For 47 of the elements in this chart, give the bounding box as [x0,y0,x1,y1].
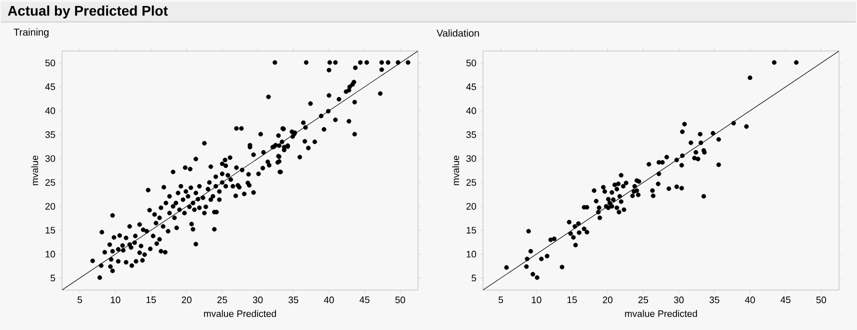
y-tick-label: 35 [45,131,56,138]
x-tick-label: 5 [78,296,82,304]
x-tick-label: 45 [360,296,370,304]
y-tick-label: 35 [466,131,476,138]
y-tick-label: 25 [466,179,476,186]
x-tick-label: 10 [532,296,542,304]
y-tick-label: 20 [45,203,56,210]
y-axis-title: mvalue [452,156,460,186]
x-tick-label: 35 [710,296,720,304]
x-tick-label: 25 [217,296,228,304]
x-tick-label: 50 [395,296,406,304]
y-tick-label: 25 [45,179,56,186]
y-tick-label: 10 [46,250,56,258]
y-axis-title: mvalue [31,156,38,186]
y-tick-label: 10 [466,250,476,258]
x-axis-title: mvalue Predicted [625,310,697,318]
x-tick-label: 15 [567,296,577,304]
x-axis-title: mvalue Predicted [204,310,276,318]
y-tick-label: 5 [472,274,476,282]
y-tick-label: 50 [466,60,476,66]
y-tick-label: 5 [50,274,56,282]
x-tick-label: 15 [146,296,156,304]
y-tick-label: 15 [466,226,476,234]
x-tick-label: 20 [182,296,192,304]
chart-subtitle: Training [14,28,49,38]
y-tick-label: 20 [466,203,476,210]
x-tick-label: 30 [674,296,684,304]
x-tick-label: 5 [498,296,504,304]
chart-title: Actual by Predicted Plot [8,5,168,18]
x-tick-label: 10 [110,296,120,304]
y-tick-label: 45 [45,84,56,90]
x-tick-label: 40 [744,296,755,304]
y-tick-label: 40 [466,107,476,114]
y-tick-label: 50 [45,60,56,66]
y-tick-label: 45 [466,84,476,90]
x-tick-label: 30 [252,296,263,304]
x-tick-label: 20 [602,296,612,304]
x-tick-label: 25 [638,296,648,304]
y-tick-label: 40 [45,107,56,114]
chart-title: Validation [436,29,479,37]
y-tick-label: 30 [466,155,476,162]
x-tick-label: 40 [324,296,334,304]
y-tick-label: 30 [45,155,56,162]
x-tick-label: 45 [780,296,790,304]
x-tick-label: 35 [288,296,298,304]
x-tick-label: 50 [816,296,826,304]
y-tick-label: 15 [46,226,56,234]
